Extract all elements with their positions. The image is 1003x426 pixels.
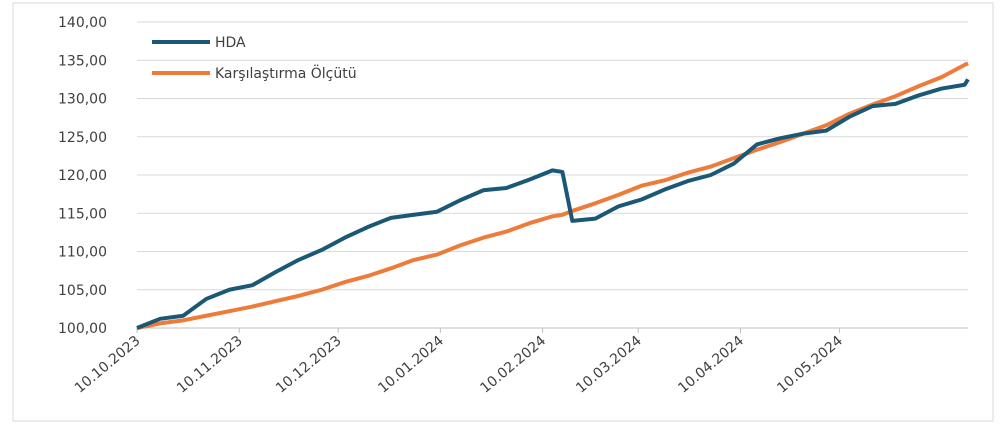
y-tick-label: 115,00	[58, 206, 107, 222]
line-series	[136, 61, 969, 330]
y-tick-label: 135,00	[58, 53, 107, 69]
y-tick-label: 140,00	[58, 15, 107, 31]
chart-frame	[12, 2, 994, 422]
line-series	[136, 78, 970, 330]
legend-label: Karşılaştırma Ölçütü	[215, 64, 357, 82]
y-tick-label: 100,00	[58, 321, 107, 337]
y-tick-label: 130,00	[58, 92, 107, 108]
y-tick-label: 110,00	[58, 245, 107, 261]
y-tick-label: 120,00	[58, 168, 107, 184]
legend-label: HDA	[215, 35, 246, 51]
y-tick-label: 125,00	[58, 130, 107, 146]
y-tick-label: 105,00	[58, 283, 107, 299]
